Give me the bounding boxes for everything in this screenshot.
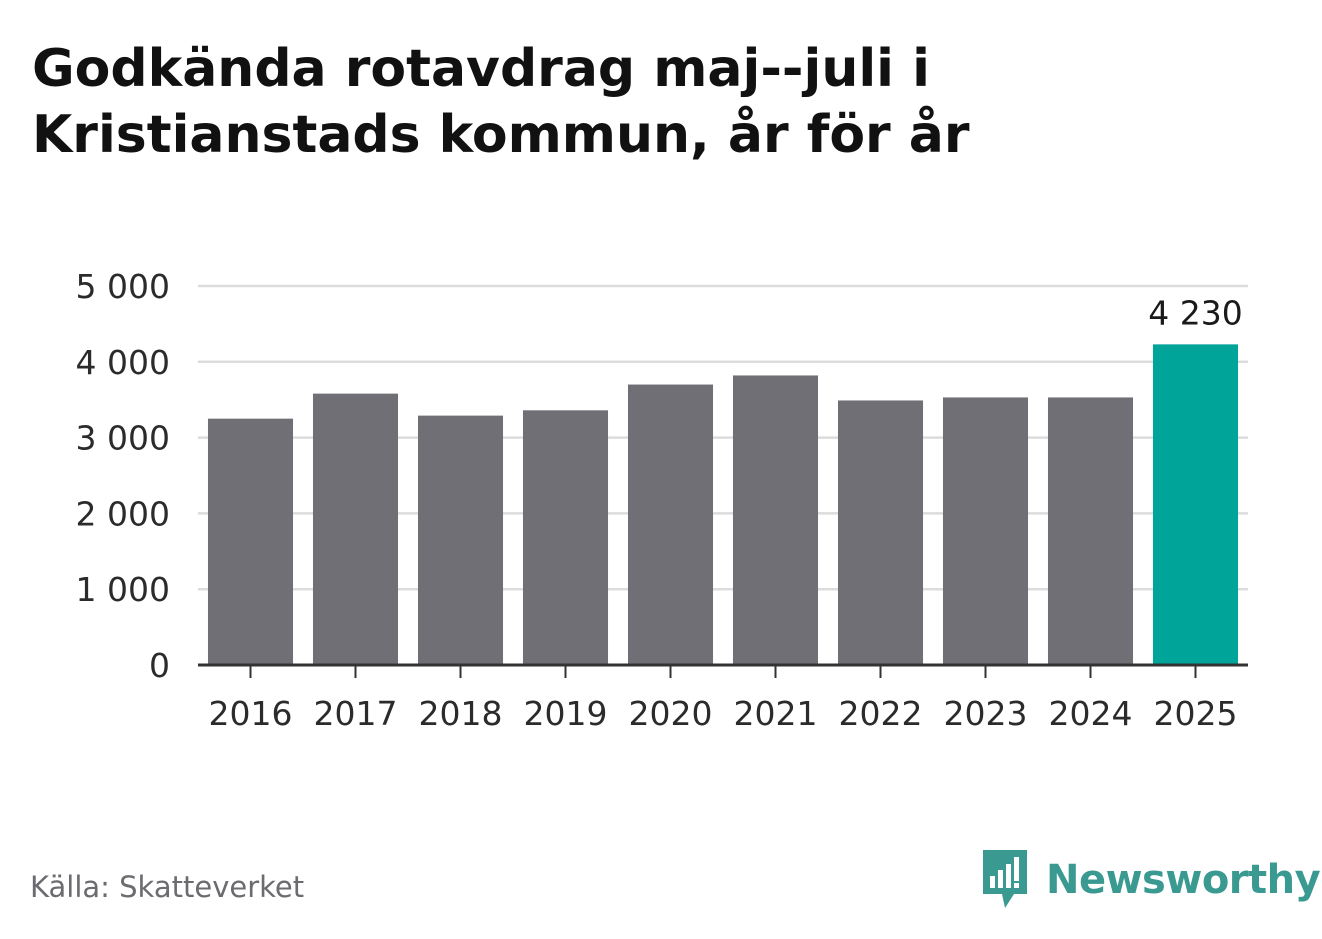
- bar-2021: [732, 375, 819, 665]
- x-tick-label: 2018: [419, 694, 503, 733]
- source-note: Källa: Skatteverket: [30, 870, 305, 904]
- x-tick-label: 2022: [839, 694, 923, 733]
- y-tick-label: 3 000: [76, 419, 170, 458]
- x-tick-label: 2020: [629, 694, 713, 733]
- x-tick-label: 2021: [734, 694, 818, 733]
- x-tick-label: 2016: [209, 694, 293, 733]
- bar-2018: [417, 415, 504, 665]
- bars: [207, 344, 1239, 665]
- x-axis: [198, 663, 1248, 678]
- y-axis-tick-labels: 0 1 000 2 000 3 000 4 000 5 000: [76, 267, 170, 685]
- bar-2022: [837, 400, 924, 665]
- x-tick-label: 2023: [944, 694, 1028, 733]
- bar-2020: [627, 384, 714, 665]
- newsworthy-logo-icon: [983, 850, 1027, 908]
- bar-2019: [522, 410, 609, 665]
- x-tick-label: 2019: [524, 694, 608, 733]
- data-label: 4 230: [1148, 293, 1242, 332]
- y-tick-label: 4 000: [76, 343, 170, 382]
- x-tick-label: 2017: [314, 694, 398, 733]
- x-tick-label: 2025: [1154, 694, 1238, 733]
- data-labels: 4 230: [1148, 293, 1242, 332]
- bar-2016: [207, 418, 294, 665]
- y-tick-label: 0: [149, 646, 170, 685]
- y-tick-label: 1 000: [76, 570, 170, 609]
- y-tick-label: 5 000: [76, 267, 170, 306]
- bar-2017: [312, 393, 399, 665]
- chart-title: Godkända rotavdrag maj--juli i Kristians…: [32, 39, 970, 165]
- bar-2023: [942, 397, 1029, 665]
- brand-name: Newsworthy: [1046, 857, 1321, 903]
- y-tick-label: 2 000: [76, 494, 170, 533]
- bar-2024: [1047, 397, 1134, 665]
- brand-logo: Newsworthy: [980, 848, 1321, 912]
- bar-2025: [1152, 344, 1239, 665]
- x-axis-tick-labels: 2016 2017 2018 2019 2020 2021 2022 2023 2024 2025: [209, 694, 1238, 733]
- x-tick-label: 2024: [1049, 694, 1133, 733]
